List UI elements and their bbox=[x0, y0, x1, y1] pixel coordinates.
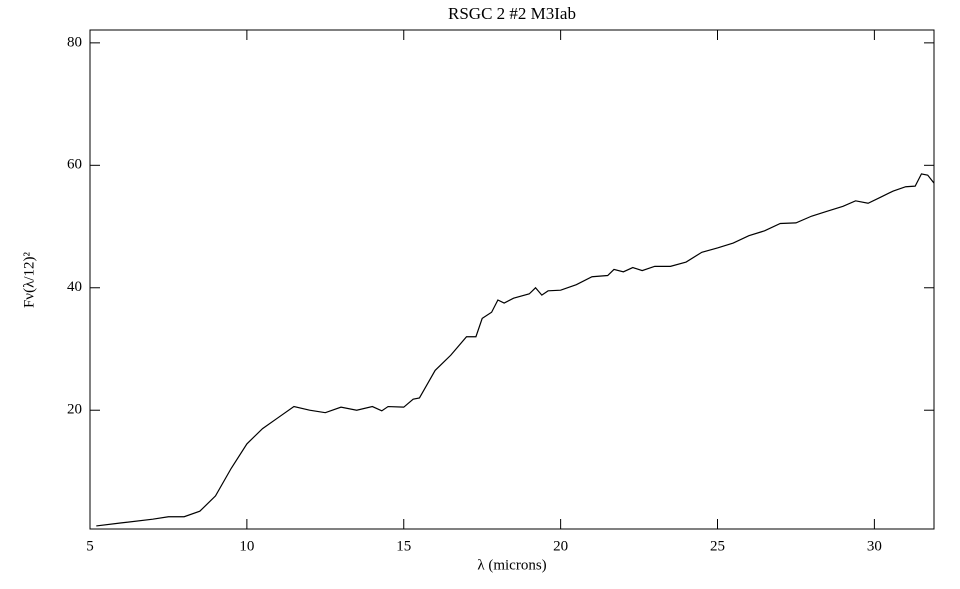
y-tick-label: 40 bbox=[67, 279, 82, 295]
x-tick-label: 10 bbox=[239, 538, 254, 554]
y-tick-label: 20 bbox=[67, 402, 82, 418]
chart-title: RSGC 2 #2 M3Iab bbox=[448, 4, 576, 23]
plot-frame bbox=[89, 29, 935, 530]
spectrum-line bbox=[96, 173, 935, 527]
x-tick-label: 25 bbox=[710, 538, 725, 554]
y-axis-label: Fν(λ/12)² bbox=[21, 251, 37, 308]
x-tick-label: 20 bbox=[553, 538, 568, 554]
x-tick-label: 30 bbox=[867, 538, 882, 554]
y-tick-label: 80 bbox=[67, 34, 82, 50]
x-axis-label: λ (microns) bbox=[477, 557, 546, 573]
x-tick-label: 15 bbox=[396, 538, 411, 554]
x-tick-label: 5 bbox=[86, 538, 94, 554]
y-tick-label: 60 bbox=[67, 157, 82, 173]
